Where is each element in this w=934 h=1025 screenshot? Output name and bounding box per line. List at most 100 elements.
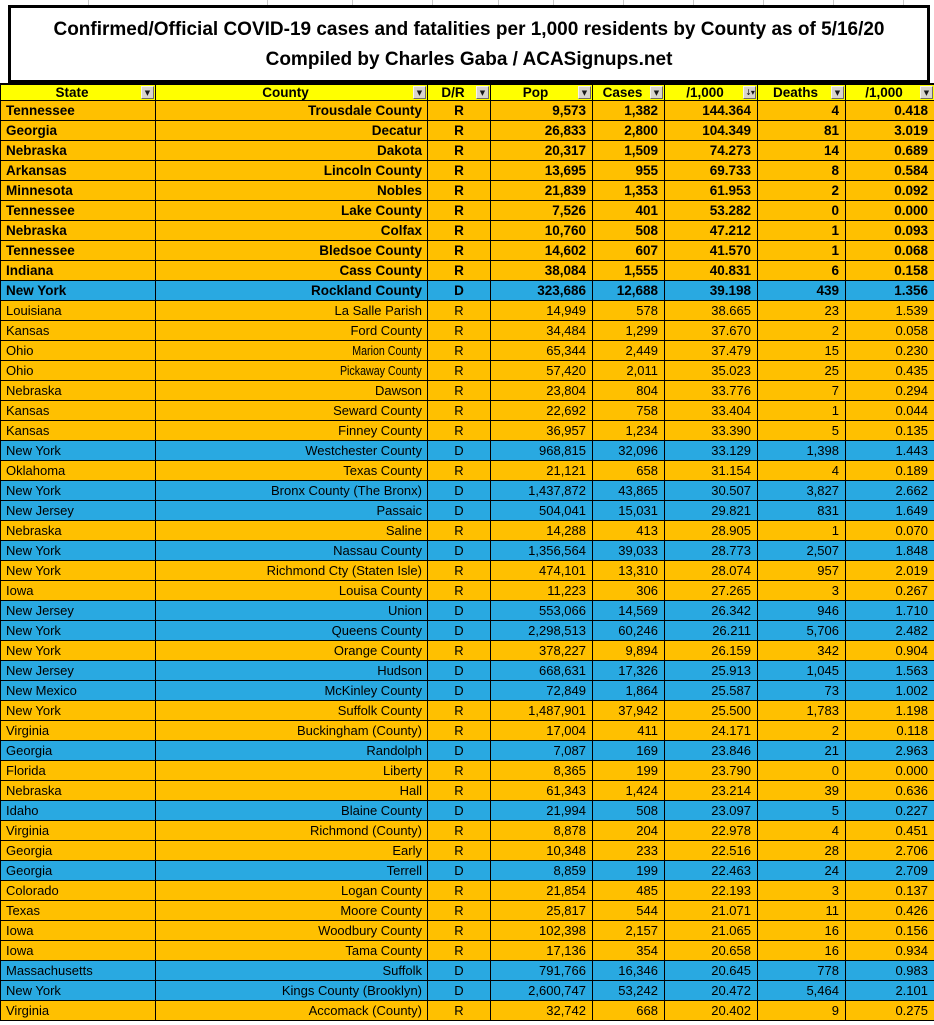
cell-county[interactable]: Orange County	[155, 640, 428, 661]
cell-state[interactable]: Georgia	[0, 740, 156, 761]
cell-cases[interactable]: 2,449	[592, 340, 665, 361]
cell-county[interactable]: Colfax	[155, 220, 428, 241]
cell-state[interactable]: New York	[0, 440, 156, 461]
cell-county[interactable]: Queens County	[155, 620, 428, 641]
cell-deaths[interactable]: 21	[757, 740, 846, 761]
cell-cases-per-1000[interactable]: 25.913	[664, 660, 758, 681]
cell-county[interactable]: Kings County (Brooklyn)	[155, 980, 428, 1001]
cell-dr[interactable]: D	[427, 680, 491, 701]
cell-state[interactable]: Nebraska	[0, 380, 156, 401]
sort-descending-filter-button-cases-per-1000[interactable]: ↓▾	[743, 86, 756, 99]
cell-county[interactable]: Terrell	[155, 860, 428, 881]
cell-cases[interactable]: 508	[592, 800, 665, 821]
cell-deaths[interactable]: 3,827	[757, 480, 846, 501]
cell-cases[interactable]: 60,246	[592, 620, 665, 641]
cell-deaths-per-1000[interactable]: 2.709	[845, 860, 934, 881]
cell-deaths[interactable]: 0	[757, 760, 846, 781]
cell-deaths[interactable]: 2	[757, 180, 846, 201]
cell-dr[interactable]: R	[427, 920, 491, 941]
cell-pop[interactable]: 9,573	[490, 100, 593, 121]
cell-deaths[interactable]: 1,783	[757, 700, 846, 721]
cell-dr[interactable]: R	[427, 380, 491, 401]
cell-deaths-per-1000[interactable]: 0.227	[845, 800, 934, 821]
cell-cases[interactable]: 2,800	[592, 120, 665, 141]
cell-pop[interactable]: 323,686	[490, 280, 593, 301]
cell-cases[interactable]: 15,031	[592, 500, 665, 521]
cell-state[interactable]: New Mexico	[0, 680, 156, 701]
cell-cases-per-1000[interactable]: 23.846	[664, 740, 758, 761]
filter-dropdown-button-deaths-per-1000[interactable]: ▼	[920, 86, 933, 99]
cell-cases-per-1000[interactable]: 31.154	[664, 460, 758, 481]
cell-cases[interactable]: 43,865	[592, 480, 665, 501]
cell-pop[interactable]: 474,101	[490, 560, 593, 581]
cell-pop[interactable]: 1,356,564	[490, 540, 593, 561]
cell-pop[interactable]: 7,087	[490, 740, 593, 761]
cell-deaths-per-1000[interactable]: 0.426	[845, 900, 934, 921]
cell-deaths[interactable]: 5	[757, 800, 846, 821]
cell-cases-per-1000[interactable]: 23.790	[664, 760, 758, 781]
cell-county[interactable]: Rockland County	[155, 280, 428, 301]
cell-county[interactable]: Saline	[155, 520, 428, 541]
cell-cases[interactable]: 169	[592, 740, 665, 761]
cell-pop[interactable]: 8,365	[490, 760, 593, 781]
cell-county[interactable]: Suffolk	[155, 960, 428, 981]
cell-cases-per-1000[interactable]: 21.065	[664, 920, 758, 941]
cell-dr[interactable]: D	[427, 660, 491, 681]
cell-dr[interactable]: R	[427, 560, 491, 581]
cell-cases-per-1000[interactable]: 28.074	[664, 560, 758, 581]
cell-deaths-per-1000[interactable]: 1.198	[845, 700, 934, 721]
cell-cases[interactable]: 32,096	[592, 440, 665, 461]
cell-deaths-per-1000[interactable]: 0.230	[845, 340, 934, 361]
cell-cases[interactable]: 12,688	[592, 280, 665, 301]
cell-cases-per-1000[interactable]: 20.472	[664, 980, 758, 1001]
cell-pop[interactable]: 21,854	[490, 880, 593, 901]
cell-deaths[interactable]: 4	[757, 460, 846, 481]
cell-deaths[interactable]: 5	[757, 420, 846, 441]
cell-dr[interactable]: D	[427, 280, 491, 301]
cell-state[interactable]: Indiana	[0, 260, 156, 281]
cell-cases[interactable]: 2,011	[592, 360, 665, 381]
cell-dr[interactable]: R	[427, 180, 491, 201]
cell-deaths-per-1000[interactable]: 1.710	[845, 600, 934, 621]
cell-cases-per-1000[interactable]: 33.129	[664, 440, 758, 461]
cell-dr[interactable]: R	[427, 160, 491, 181]
cell-dr[interactable]: R	[427, 460, 491, 481]
cell-deaths[interactable]: 2,507	[757, 540, 846, 561]
cell-cases-per-1000[interactable]: 29.821	[664, 500, 758, 521]
cell-pop[interactable]: 14,949	[490, 300, 593, 321]
cell-deaths[interactable]: 25	[757, 360, 846, 381]
cell-deaths-per-1000[interactable]: 0.294	[845, 380, 934, 401]
cell-cases[interactable]: 53,242	[592, 980, 665, 1001]
cell-dr[interactable]: R	[427, 360, 491, 381]
cell-deaths-per-1000[interactable]: 3.019	[845, 120, 934, 141]
cell-pop[interactable]: 13,695	[490, 160, 593, 181]
cell-state[interactable]: Idaho	[0, 800, 156, 821]
cell-state[interactable]: Ohio	[0, 340, 156, 361]
cell-deaths[interactable]: 24	[757, 860, 846, 881]
cell-county[interactable]: McKinley County	[155, 680, 428, 701]
cell-pop[interactable]: 21,839	[490, 180, 593, 201]
cell-pop[interactable]: 8,859	[490, 860, 593, 881]
cell-state[interactable]: Virginia	[0, 720, 156, 741]
cell-deaths[interactable]: 1	[757, 240, 846, 261]
cell-state[interactable]: New York	[0, 560, 156, 581]
cell-county[interactable]: Pickaway County	[155, 360, 428, 381]
cell-pop[interactable]: 1,437,872	[490, 480, 593, 501]
cell-pop[interactable]: 34,484	[490, 320, 593, 341]
cell-cases-per-1000[interactable]: 27.265	[664, 580, 758, 601]
cell-cases[interactable]: 306	[592, 580, 665, 601]
cell-deaths-per-1000[interactable]: 0.934	[845, 940, 934, 961]
cell-deaths[interactable]: 1	[757, 220, 846, 241]
cell-deaths-per-1000[interactable]: 1.649	[845, 500, 934, 521]
cell-state[interactable]: Georgia	[0, 120, 156, 141]
cell-state[interactable]: Iowa	[0, 940, 156, 961]
cell-cases-per-1000[interactable]: 20.658	[664, 940, 758, 961]
cell-deaths[interactable]: 5,706	[757, 620, 846, 641]
cell-dr[interactable]: R	[427, 820, 491, 841]
cell-dr[interactable]: D	[427, 860, 491, 881]
cell-pop[interactable]: 1,487,901	[490, 700, 593, 721]
cell-cases-per-1000[interactable]: 41.570	[664, 240, 758, 261]
cell-state[interactable]: New York	[0, 980, 156, 1001]
cell-cases[interactable]: 1,353	[592, 180, 665, 201]
cell-cases-per-1000[interactable]: 40.831	[664, 260, 758, 281]
